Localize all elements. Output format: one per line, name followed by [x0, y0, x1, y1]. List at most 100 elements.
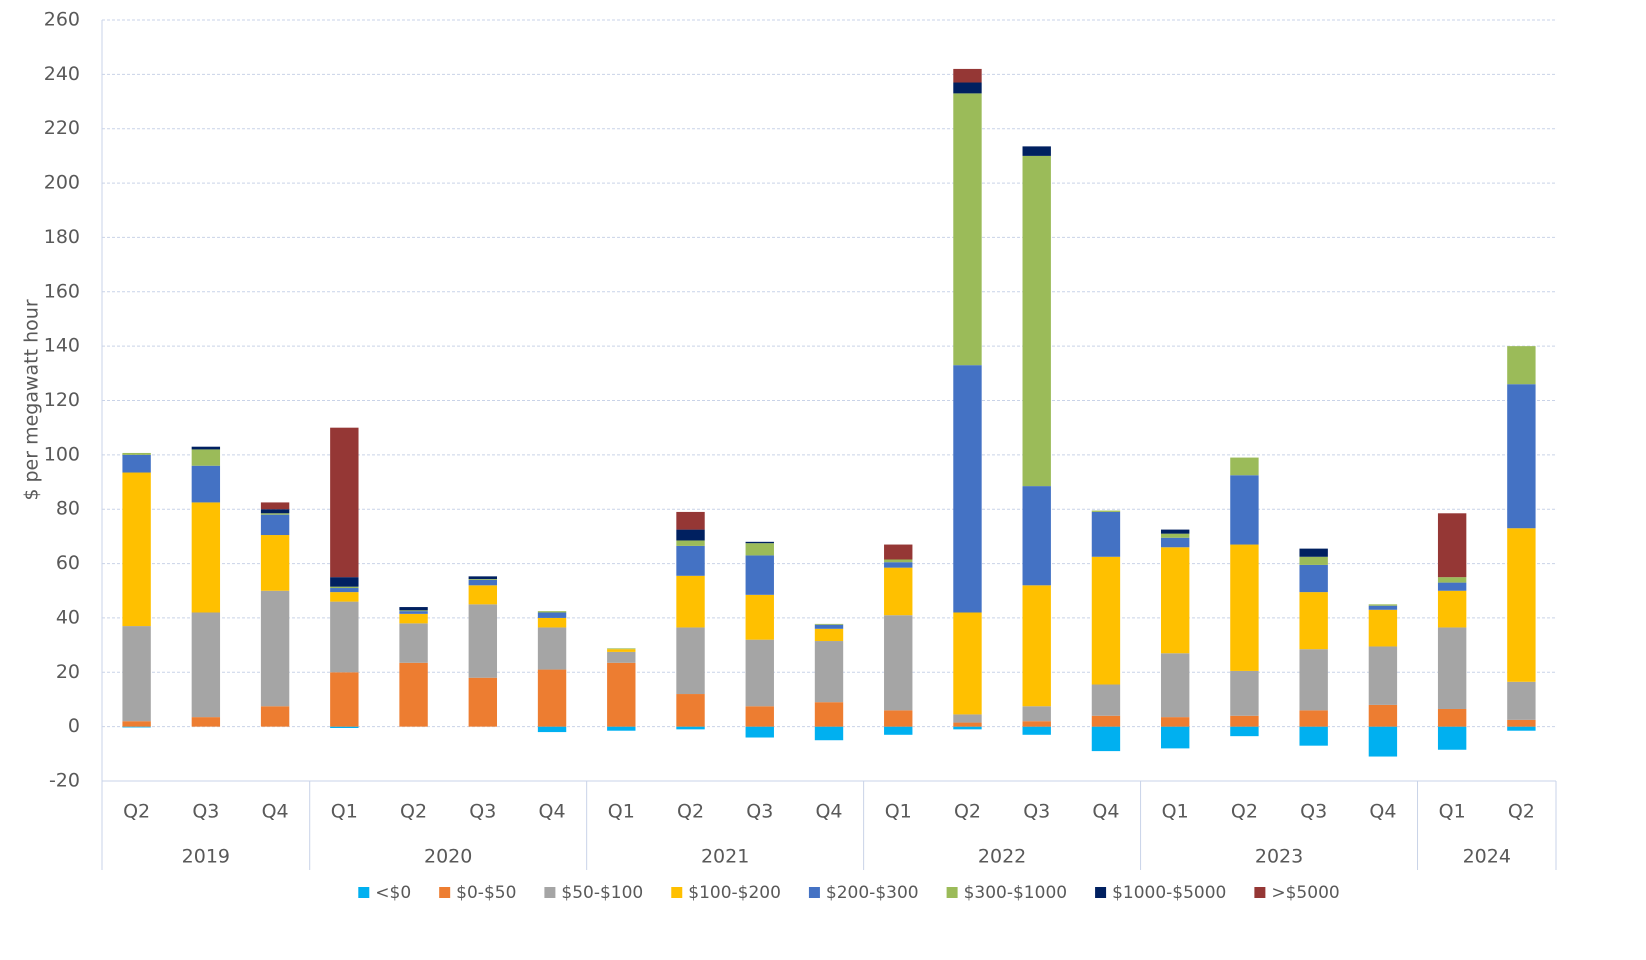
bar-segment: [1160, 653, 1190, 718]
legend-label: $50-$100: [561, 883, 643, 903]
bar-segment: [607, 726, 636, 731]
bar-segment: [1507, 726, 1536, 731]
bar-segment: [953, 714, 982, 723]
bar-segment: [330, 577, 359, 587]
bar-segment: [676, 627, 705, 695]
bar-segment: [1299, 548, 1328, 557]
x-tick-label: Q2: [677, 801, 704, 823]
y-tick-label: 60: [56, 552, 80, 574]
bar-segment: [537, 627, 567, 670]
x-tick-label: Q4: [262, 801, 289, 823]
bar-segment: [122, 452, 151, 455]
bar-segment: [1507, 346, 1536, 385]
bar-segment: [260, 509, 290, 514]
y-tick-label: 100: [44, 443, 80, 465]
bar-segment: [330, 592, 359, 602]
bar-segment: [1022, 486, 1051, 586]
bar-segment: [676, 511, 705, 530]
y-tick-label: 200: [44, 172, 80, 194]
bar-segment: [884, 726, 913, 735]
bar-segment: [1230, 670, 1259, 716]
bar-segment: [1299, 592, 1328, 650]
bar-segment: [745, 543, 774, 556]
legend-label: >$5000: [1271, 883, 1339, 903]
bar-segment: [676, 726, 705, 730]
bar-segment: [1437, 708, 1467, 727]
x-tick-label: Q2: [1508, 801, 1535, 823]
y-tick-label: 40: [56, 606, 80, 628]
legend-marker: [671, 887, 683, 898]
group-label: 2022: [978, 846, 1026, 868]
bar-segment: [1160, 726, 1190, 749]
bar-segment: [953, 722, 982, 727]
bar-segment: [1507, 681, 1536, 720]
bar-segment: [122, 472, 151, 627]
bar-segment: [884, 567, 913, 616]
x-tick-label: Q3: [192, 801, 219, 823]
legend-marker: [946, 887, 958, 898]
bar-segment: [1368, 605, 1398, 610]
bar-segment: [814, 623, 844, 625]
x-tick-label: Q2: [1231, 801, 1258, 823]
y-tick-label: 140: [44, 335, 80, 357]
bar-segment: [1091, 726, 1121, 752]
bar-segment: [607, 662, 636, 727]
bar-segment: [330, 601, 359, 673]
bar-segment: [399, 607, 428, 611]
y-tick-label: 0: [68, 715, 80, 737]
bar-segment: [1299, 556, 1328, 565]
x-tick-label: Q4: [815, 801, 842, 823]
bar-segment: [953, 612, 982, 715]
bar-segment: [1437, 577, 1467, 583]
bar-segment: [953, 365, 982, 613]
bar-segment: [745, 726, 774, 738]
bar-segment: [260, 513, 290, 515]
bar-segment: [537, 612, 567, 618]
bar-segment: [607, 649, 636, 652]
bar-segment: [676, 575, 705, 628]
legend-marker: [1095, 887, 1107, 898]
bar-segment: [537, 726, 567, 733]
y-axis-label: $ per megawatt hour: [21, 299, 43, 500]
bar-segment: [122, 626, 151, 722]
bar-segment: [607, 651, 636, 663]
bar-segment: [1022, 146, 1051, 156]
legend-label: $1000-$5000: [1112, 883, 1226, 903]
bar-segment: [1091, 715, 1121, 727]
bar-segment: [745, 555, 774, 595]
bar-segment: [330, 726, 359, 729]
bar-segment: [1437, 590, 1467, 628]
bar-segment: [1230, 726, 1259, 737]
bar-segment: [676, 545, 705, 576]
bar-segment: [814, 628, 844, 642]
bar-segment: [191, 612, 221, 718]
bar-segment: [1022, 706, 1051, 722]
bar-segment: [1368, 726, 1398, 757]
bar-segment: [330, 588, 359, 593]
bar-segment: [884, 710, 913, 727]
bar-segment: [1160, 529, 1190, 534]
bar-segment: [745, 594, 774, 640]
bar-segment: [399, 662, 428, 727]
x-tick-label: Q1: [1439, 801, 1466, 823]
bar-segment: [1022, 155, 1051, 487]
bar-segment: [1437, 726, 1467, 750]
bar-segment: [122, 726, 151, 728]
x-tick-label: Q1: [608, 801, 635, 823]
bar-segment: [1368, 704, 1398, 727]
x-tick-label: Q3: [1300, 801, 1327, 823]
bar-segment: [953, 82, 982, 94]
y-tick-label: 180: [44, 226, 80, 248]
bar-segment: [1437, 513, 1467, 578]
bar-segment: [1160, 547, 1190, 654]
bar-segment: [1022, 726, 1051, 735]
bar-segment: [1507, 528, 1536, 682]
bar-segment: [468, 585, 498, 605]
y-tick-label: 80: [56, 498, 80, 520]
bar-segment: [814, 726, 844, 741]
bar-segment: [1230, 475, 1259, 545]
y-tick-label: 120: [44, 389, 80, 411]
bar-segment: [537, 669, 567, 727]
bar-segment: [953, 68, 982, 83]
bar-segment: [1368, 609, 1398, 647]
